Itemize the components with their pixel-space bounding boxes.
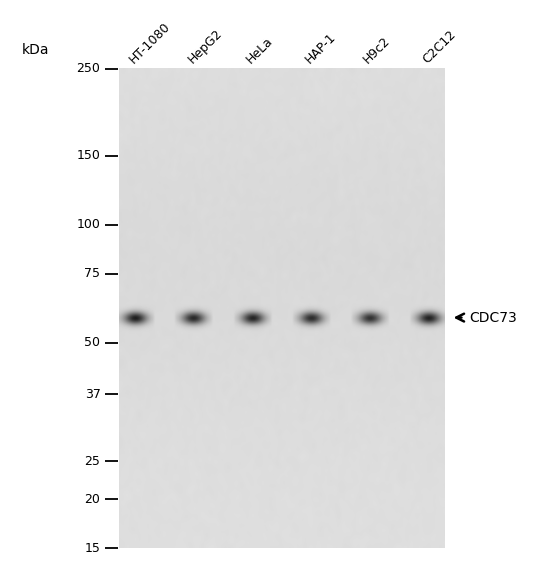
Text: 20: 20: [85, 493, 100, 505]
Text: H9c2: H9c2: [361, 34, 393, 66]
Text: 15: 15: [85, 542, 100, 554]
Text: HeLa: HeLa: [244, 34, 276, 66]
Text: 75: 75: [85, 267, 100, 280]
Text: CDC73: CDC73: [470, 311, 517, 324]
Text: HAP-1: HAP-1: [302, 30, 338, 66]
Text: 37: 37: [85, 388, 100, 401]
Text: 250: 250: [77, 62, 100, 75]
Text: kDa: kDa: [22, 43, 49, 57]
Text: 100: 100: [77, 218, 100, 231]
Text: HT-1080: HT-1080: [127, 19, 173, 66]
Text: HepG2: HepG2: [185, 26, 225, 66]
Text: 150: 150: [77, 149, 100, 162]
Text: C2C12: C2C12: [420, 27, 458, 66]
Text: 25: 25: [85, 455, 100, 468]
Text: 50: 50: [85, 336, 100, 349]
